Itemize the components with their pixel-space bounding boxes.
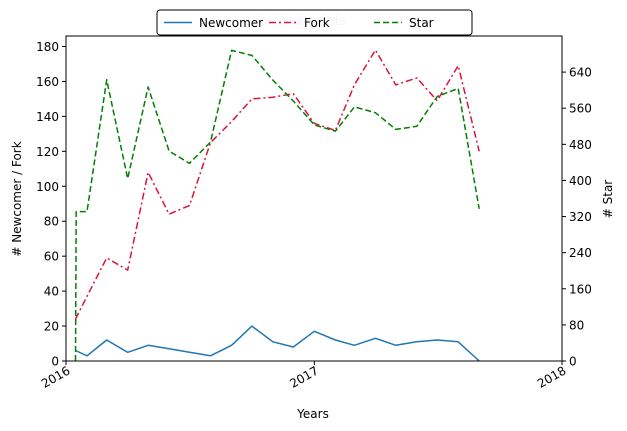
axes-layer: 0 20 40 60 80 100 120 140 160 180 0 80 160 240 320 400 4… — [36, 40, 592, 391]
legend-label-newcomer: Newcomer — [199, 16, 263, 30]
legend: Newcomer Fork Star — [156, 9, 473, 36]
y-left-tick-label: 20 — [44, 320, 59, 334]
y-left-tick-label: 60 — [44, 250, 59, 264]
y-right-tick-label: 160 — [569, 282, 592, 296]
y-right-tick-label: 240 — [569, 246, 592, 260]
y-right-tick-label: 80 — [569, 318, 584, 332]
series-line-newcomer — [75, 325, 480, 362]
y-left-tick-label: 80 — [44, 215, 59, 229]
series-line-fork — [74, 49, 480, 320]
legend-box — [156, 9, 473, 36]
legend-label-star: Star — [409, 16, 434, 30]
y-axis-label-left: # Newcomer / Fork — [10, 141, 24, 256]
y-left-tick-label: 160 — [36, 75, 59, 89]
y-right-tick-label: 560 — [569, 102, 592, 116]
series-line-star — [74, 49, 480, 362]
y-right-tick-label: 320 — [569, 210, 592, 224]
y-right-tick-label: 400 — [569, 174, 592, 188]
legend-label-fork: Fork — [304, 16, 330, 30]
y-left-tick-label: 40 — [44, 285, 59, 299]
x-axis-label: Years — [296, 407, 329, 421]
y-axis-label-right: # Star — [601, 180, 615, 219]
y-left-tick-label: 180 — [36, 40, 59, 54]
y-left-tick-label: 140 — [36, 110, 59, 124]
y-right-tick-label: 640 — [569, 66, 592, 80]
y-left-tick-label: 120 — [36, 145, 59, 159]
y-right-tick-label: 0 — [569, 355, 577, 369]
y-left-tick-label: 100 — [36, 180, 59, 194]
plot-layer — [74, 49, 480, 362]
y-right-tick-label: 480 — [569, 138, 592, 152]
y-left-tick-label: 0 — [51, 355, 59, 369]
